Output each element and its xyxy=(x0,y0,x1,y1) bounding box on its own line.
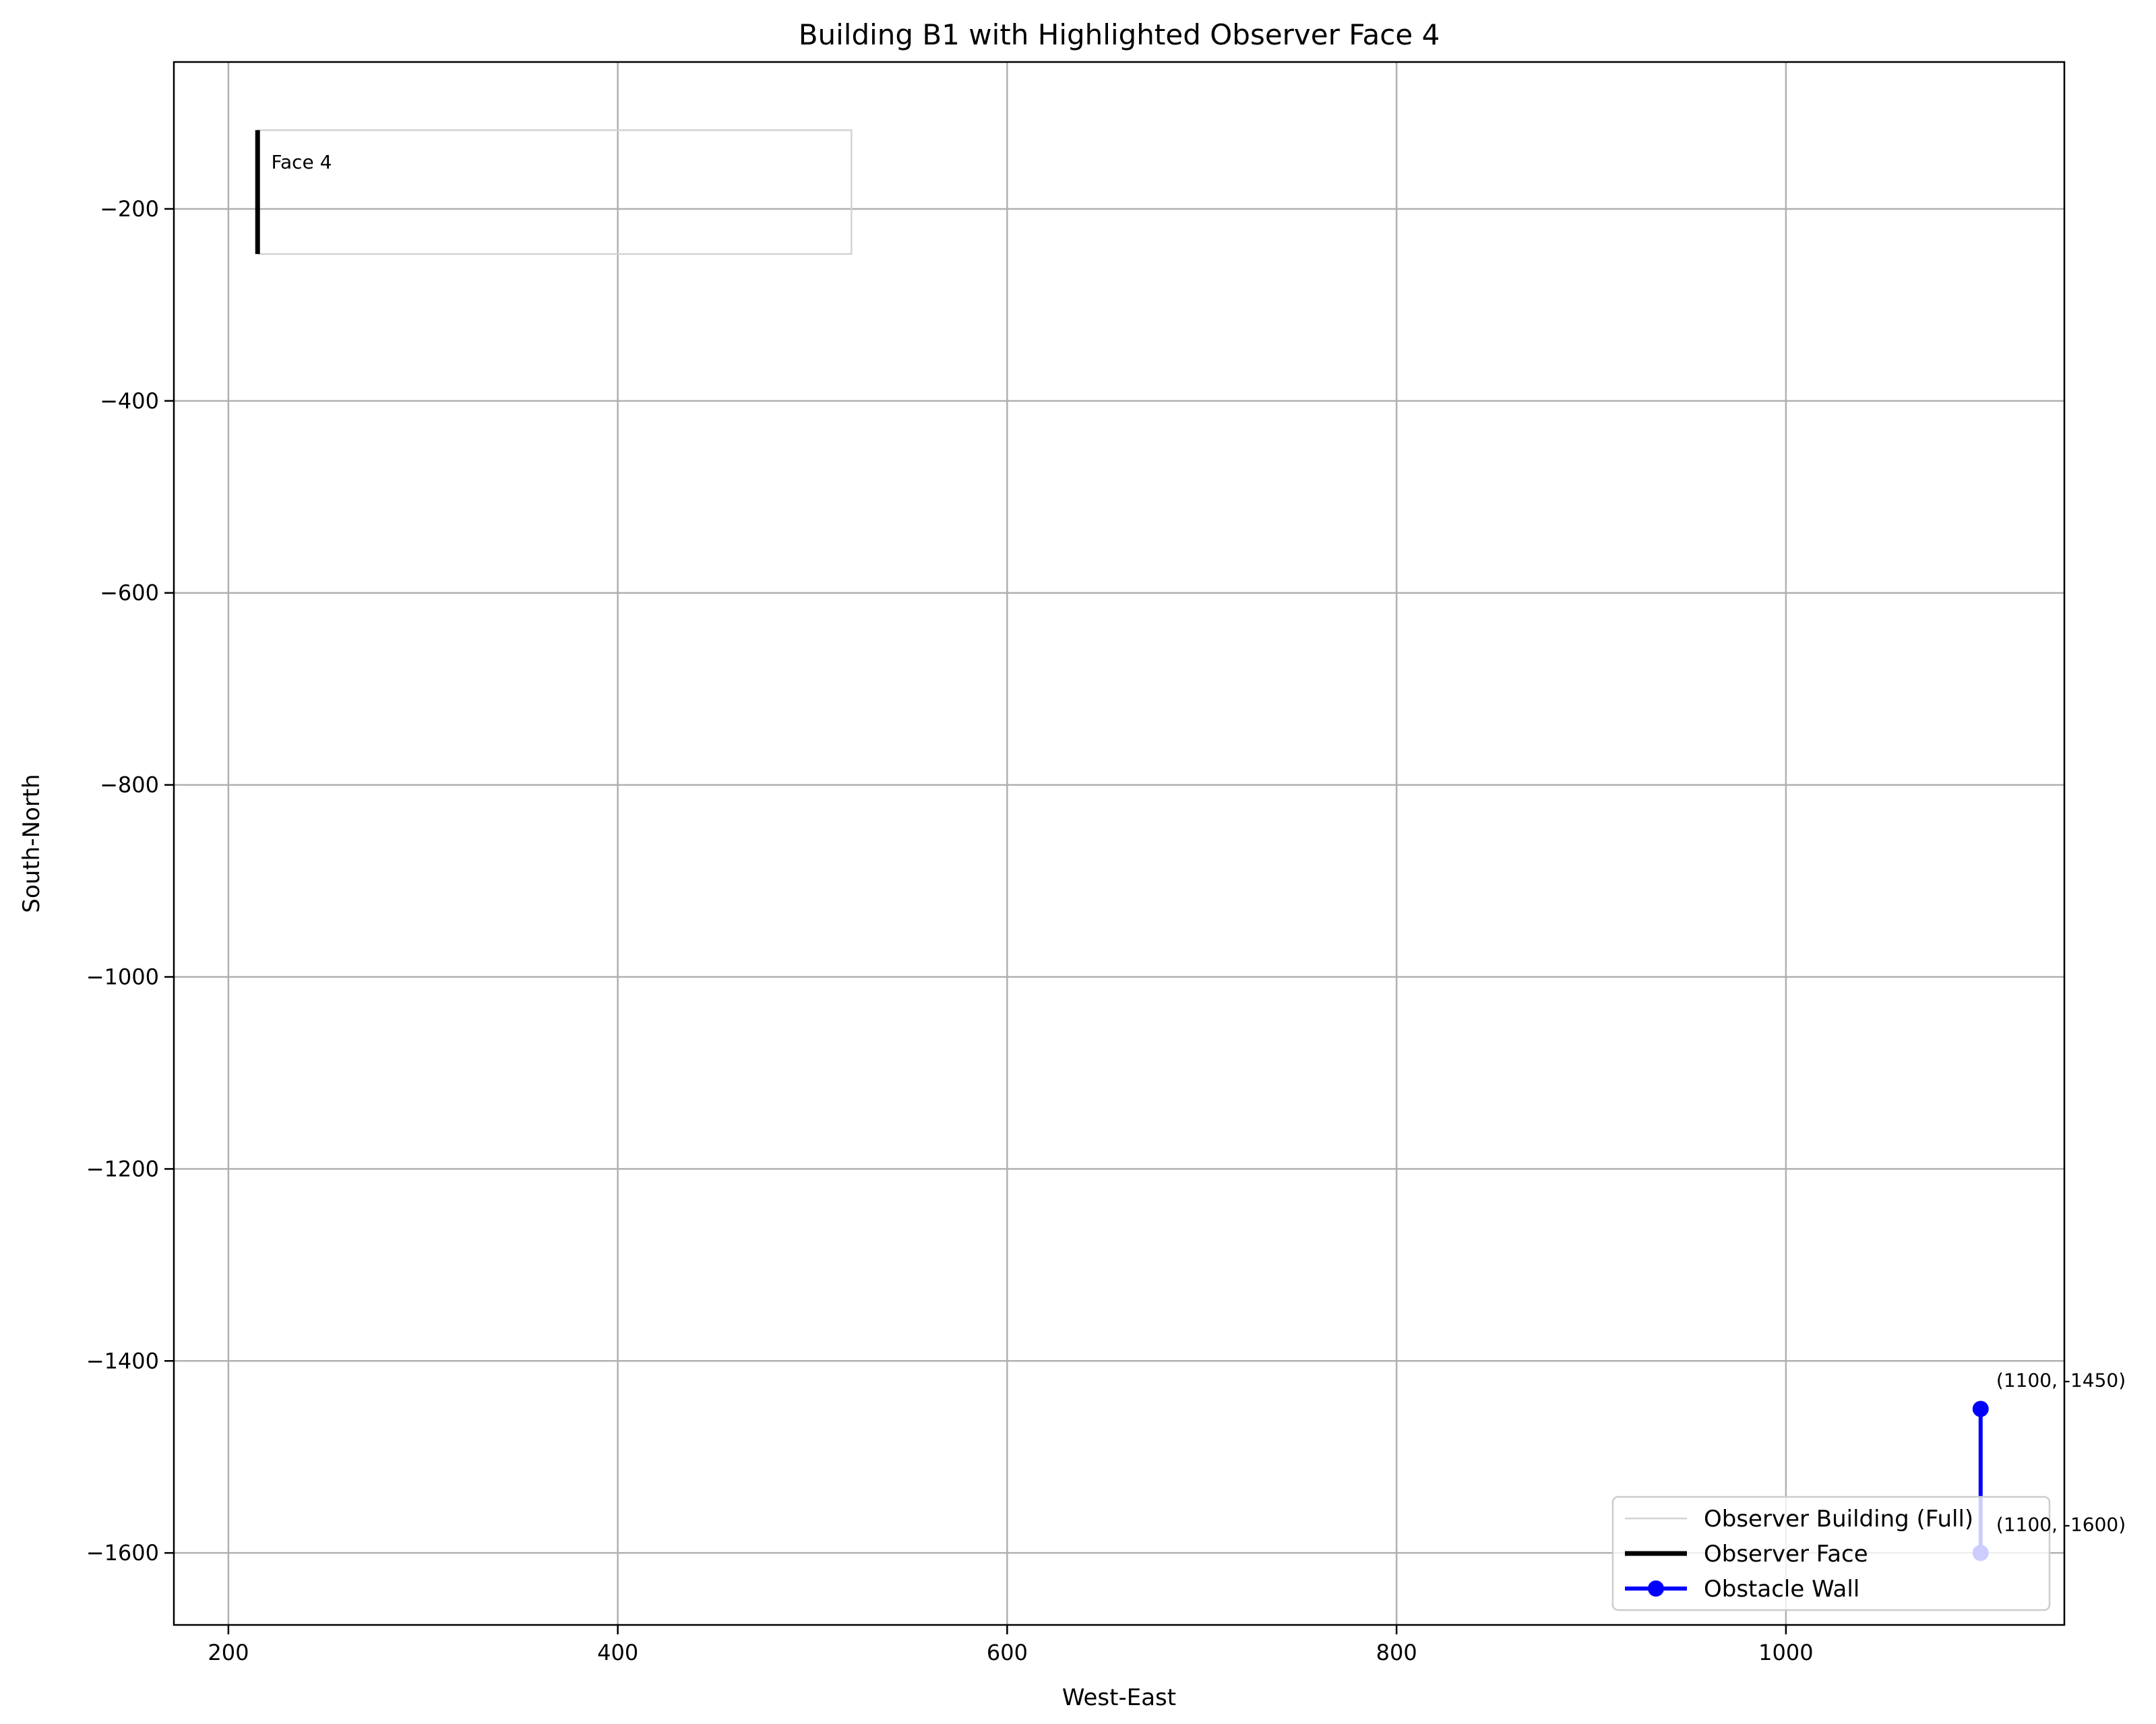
x-tick-label: 200 xyxy=(208,1640,249,1665)
series-point xyxy=(1972,1400,1989,1417)
y-tick-label: −800 xyxy=(100,772,159,798)
annotation-label: (1100, -1600) xyxy=(1996,1513,2126,1535)
x-tick-label: 600 xyxy=(987,1640,1028,1665)
annotation-label: Face 4 xyxy=(271,151,332,173)
axes-frame xyxy=(173,61,2066,1626)
x-tick-label: 800 xyxy=(1376,1640,1417,1665)
chart-title: Building B1 with Highlighted Observer Fa… xyxy=(799,18,1440,51)
y-tick-label: −400 xyxy=(100,388,159,414)
legend-label: Observer Building (Full) xyxy=(1704,1506,1973,1533)
annotation-label: (1100, -1450) xyxy=(1996,1369,2126,1392)
legend-marker xyxy=(1648,1580,1664,1597)
y-tick-label: −1400 xyxy=(86,1348,159,1374)
x-axis-label: West-East xyxy=(1062,1684,1176,1711)
y-tick-label: −1600 xyxy=(86,1540,159,1566)
legend: Observer Building (Full) Observer Face Obs… xyxy=(1611,1496,2051,1611)
legend-label: Observer Face xyxy=(1704,1541,1868,1568)
y-tick-label: −200 xyxy=(100,196,159,222)
x-tick-label: 400 xyxy=(597,1640,638,1665)
y-tick-label: −1200 xyxy=(86,1156,159,1181)
ticks: 200 400 600 800 1000 −200 −400 −600 −800 −1000 −12… xyxy=(86,196,1814,1665)
y-axis-label: South-North xyxy=(18,774,45,913)
legend-label: Obstacle Wall xyxy=(1704,1576,1859,1603)
x-tick-label: 1000 xyxy=(1758,1640,1813,1665)
legend-box xyxy=(1611,1496,2051,1611)
y-tick-label: −1000 xyxy=(86,964,159,989)
annotations: Face 4 (1100, -1450) (1100, -1600) xyxy=(271,151,2126,1535)
y-tick-label: −600 xyxy=(100,580,159,606)
